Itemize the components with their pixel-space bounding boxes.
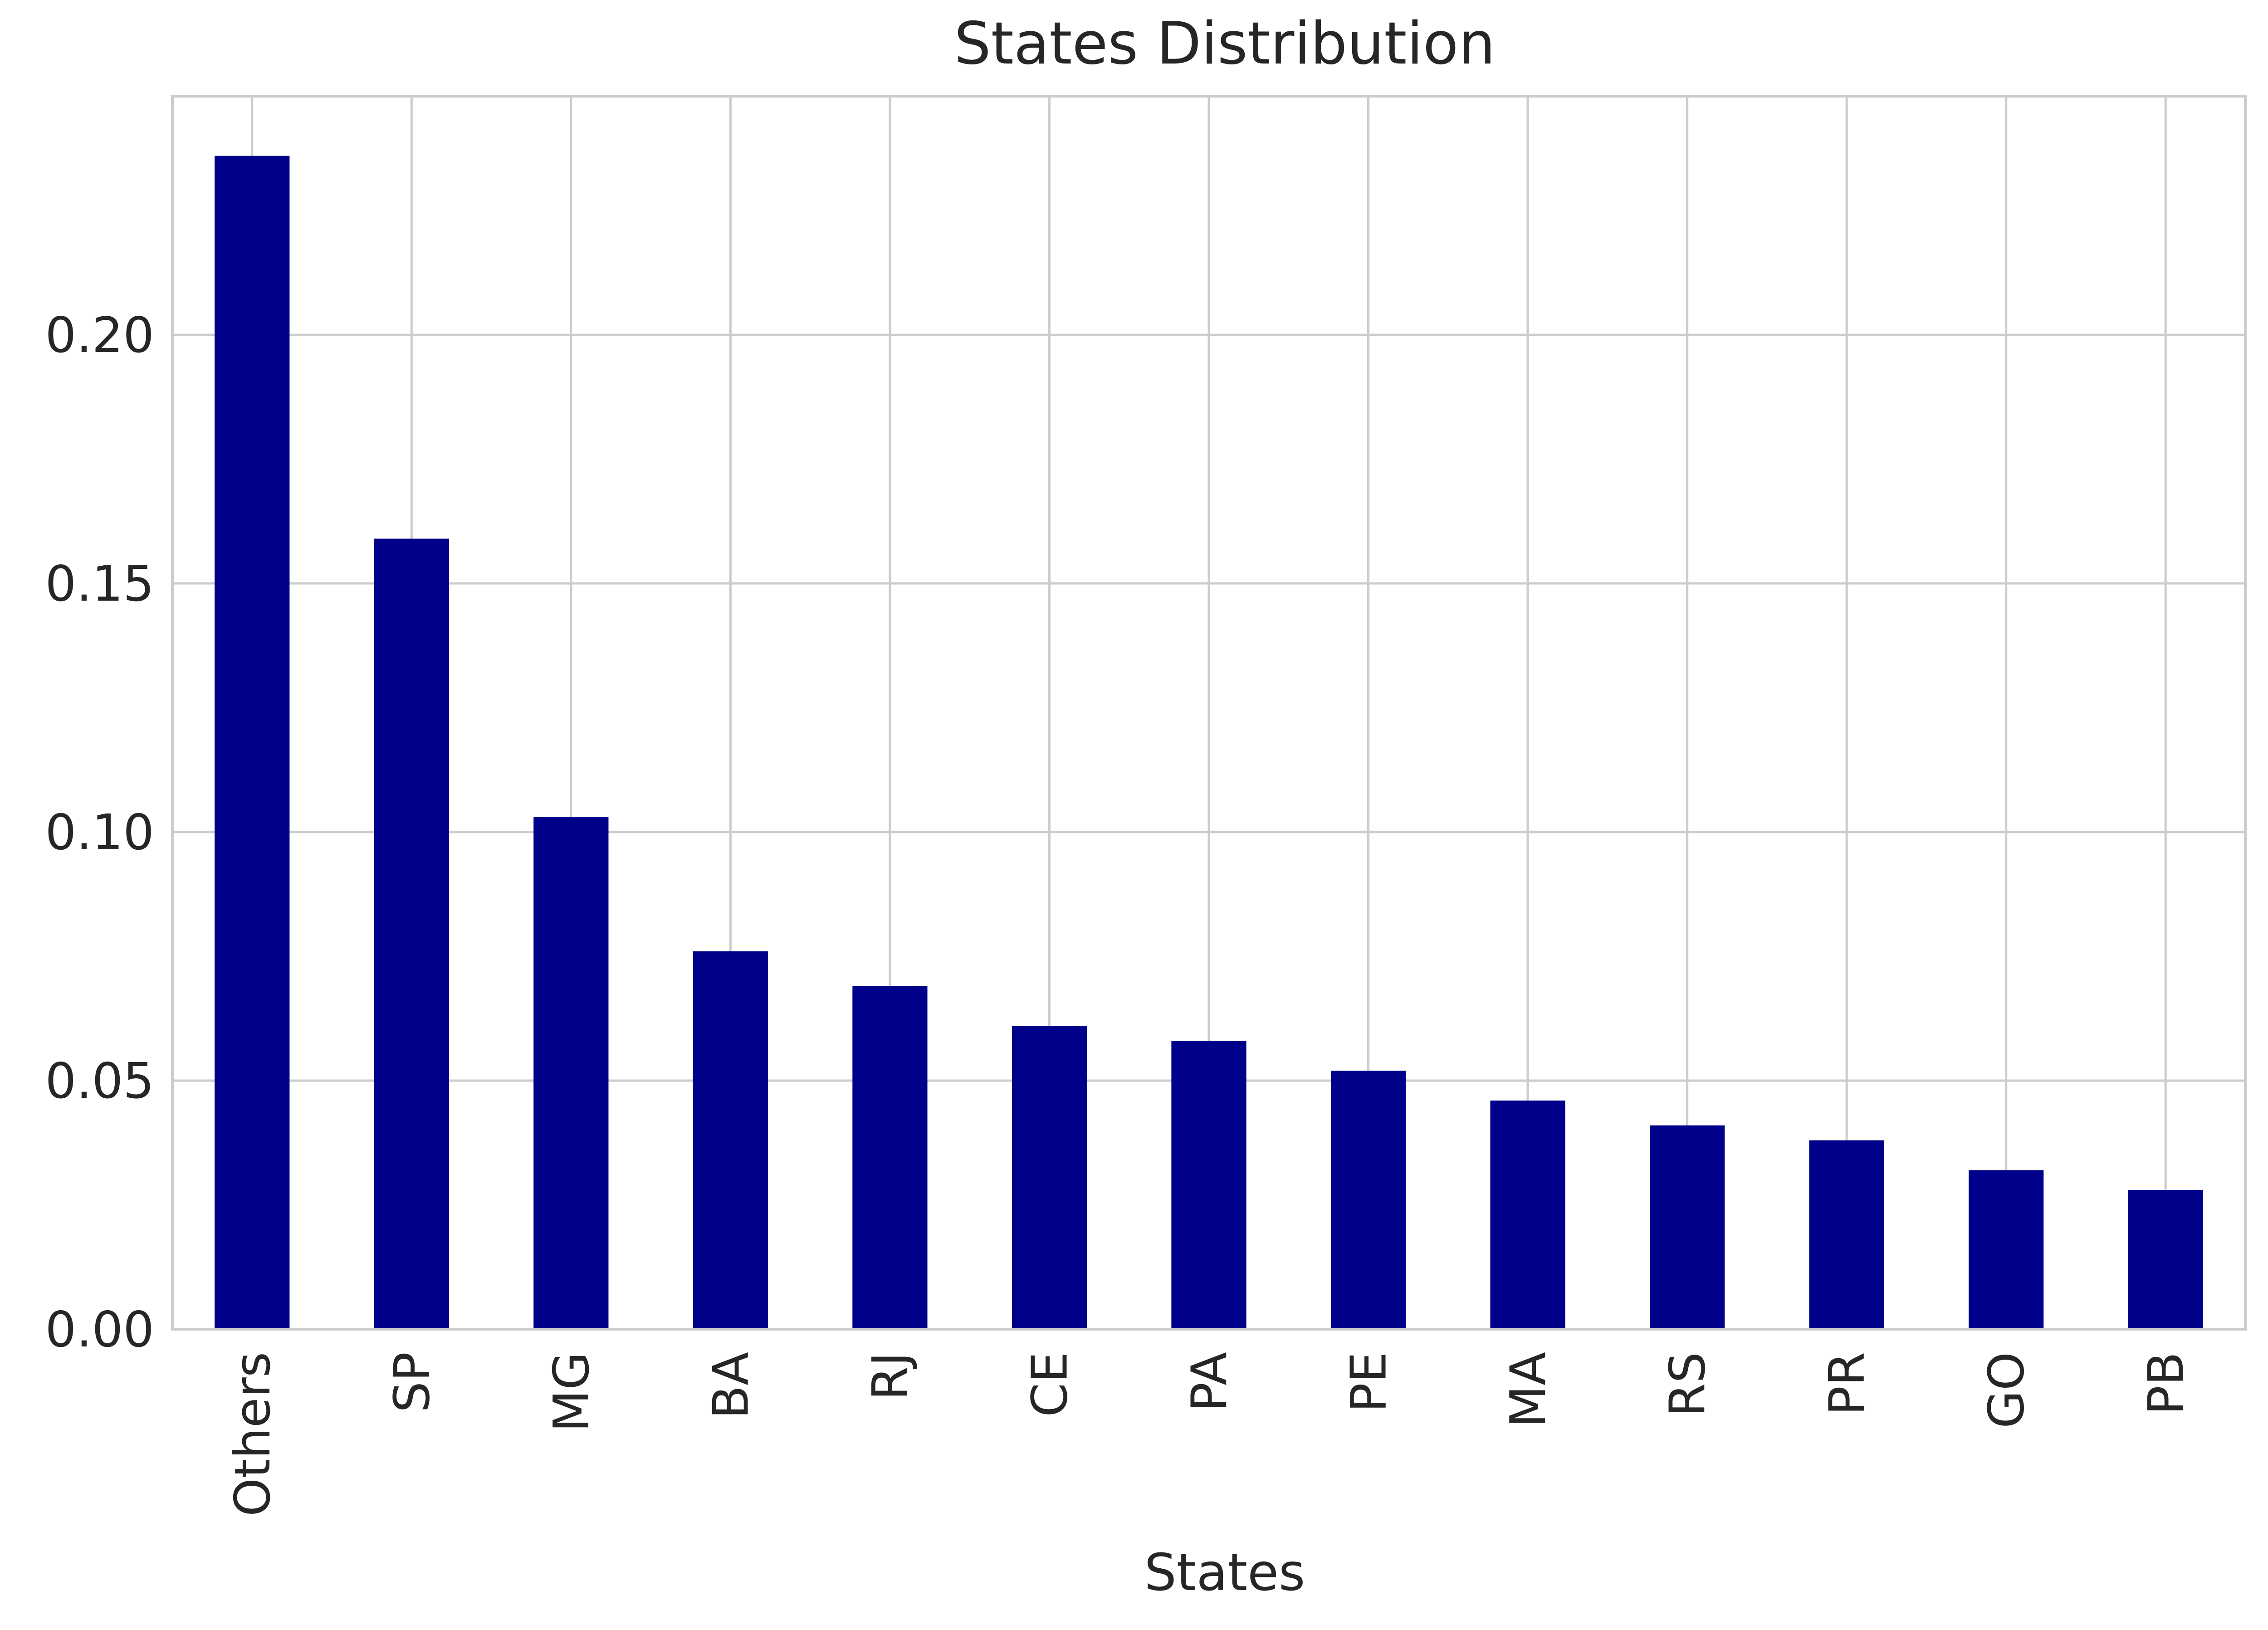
x-tick-label: PB (2138, 1352, 2195, 1415)
bar-pa (1171, 1041, 1246, 1329)
x-axis-label: States (1144, 1543, 1305, 1602)
bar-pe (1330, 1071, 1406, 1329)
x-tick-label: RS (1660, 1352, 1716, 1417)
x-axis: Others SP MG BA RJ CE PA PE MA RS PR GO PB (225, 1352, 2195, 1517)
bar-go (1969, 1170, 2044, 1329)
bar-ma (1490, 1100, 1565, 1329)
plot-frame (171, 95, 2247, 1331)
y-axis: 0.00 0.05 0.10 0.15 0.20 (45, 307, 154, 1358)
bar-ce (1012, 1026, 1087, 1329)
bar-ba (693, 951, 768, 1329)
bar-sp (374, 538, 449, 1329)
x-tick-label: SP (384, 1352, 440, 1413)
x-tick-label: CE (1022, 1352, 1078, 1417)
bar-rs (1650, 1125, 1725, 1329)
bars (215, 156, 2203, 1330)
y-tick-label: 0.05 (45, 1053, 154, 1110)
x-tick-label: MG (543, 1352, 600, 1432)
y-tick-label: 0.10 (45, 804, 154, 861)
chart-title: States Distribution (954, 10, 1496, 78)
y-tick-label: 0.20 (45, 307, 154, 364)
x-tick-label: PA (1181, 1352, 1238, 1412)
x-tick-label: MA (1500, 1352, 1557, 1428)
x-tick-label: RJ (862, 1352, 919, 1400)
y-tick-label: 0.00 (45, 1302, 154, 1358)
bar-rj (852, 986, 928, 1329)
bar-pb (2128, 1190, 2203, 1329)
y-tick-label: 0.15 (45, 556, 154, 612)
x-tick-label: Others (225, 1352, 281, 1517)
x-tick-label: PR (1819, 1352, 1876, 1415)
bar-pr (1809, 1140, 1884, 1329)
bar-mg (533, 817, 609, 1329)
x-tick-label: GO (1979, 1352, 2035, 1429)
bar-others (215, 156, 290, 1330)
x-tick-label: PE (1341, 1352, 1398, 1412)
x-tick-label: BA (703, 1352, 759, 1419)
